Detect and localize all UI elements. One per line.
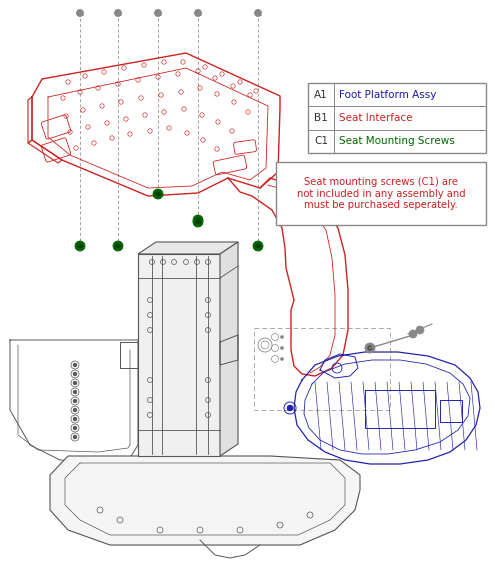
Circle shape [75, 241, 85, 251]
Bar [276, 162, 486, 225]
Circle shape [256, 244, 260, 249]
Circle shape [196, 219, 200, 224]
Text: B1: B1 [314, 113, 328, 123]
Circle shape [368, 345, 372, 350]
Circle shape [196, 11, 200, 15]
Circle shape [280, 346, 283, 349]
Circle shape [73, 363, 77, 367]
Circle shape [78, 244, 82, 249]
Circle shape [193, 217, 203, 227]
Circle shape [78, 11, 82, 15]
Circle shape [253, 241, 263, 251]
Bar [308, 83, 486, 153]
Text: Foot Platform Assy: Foot Platform Assy [339, 90, 436, 99]
Polygon shape [50, 456, 360, 545]
Circle shape [409, 330, 417, 338]
Circle shape [73, 426, 77, 430]
Circle shape [365, 343, 375, 353]
Circle shape [256, 11, 260, 15]
Text: C1: C1 [314, 136, 328, 147]
Circle shape [73, 399, 77, 403]
Text: A1: A1 [314, 90, 328, 99]
Circle shape [114, 10, 121, 16]
Circle shape [153, 189, 163, 199]
Polygon shape [138, 242, 238, 254]
Circle shape [116, 11, 120, 15]
Circle shape [73, 372, 77, 376]
Circle shape [156, 191, 160, 197]
Text: Seat mounting screws (C1) are
not included in any assembly and
must be purchased: Seat mounting screws (C1) are not includ… [296, 177, 466, 210]
Circle shape [73, 417, 77, 421]
Circle shape [154, 10, 162, 16]
Circle shape [416, 326, 424, 334]
Polygon shape [220, 242, 238, 456]
Circle shape [73, 435, 77, 439]
Circle shape [194, 10, 202, 16]
Circle shape [156, 11, 160, 15]
Circle shape [287, 405, 293, 411]
Circle shape [73, 381, 77, 385]
Circle shape [113, 241, 123, 251]
Polygon shape [138, 254, 220, 456]
Circle shape [116, 244, 120, 249]
Text: Seat Mounting Screws: Seat Mounting Screws [339, 136, 455, 147]
Circle shape [73, 408, 77, 412]
Circle shape [193, 215, 203, 225]
Circle shape [76, 10, 84, 16]
Circle shape [254, 10, 262, 16]
Circle shape [280, 357, 283, 361]
Circle shape [73, 390, 77, 394]
Circle shape [280, 336, 283, 339]
Text: Seat Interface: Seat Interface [339, 113, 412, 123]
Circle shape [196, 218, 200, 223]
